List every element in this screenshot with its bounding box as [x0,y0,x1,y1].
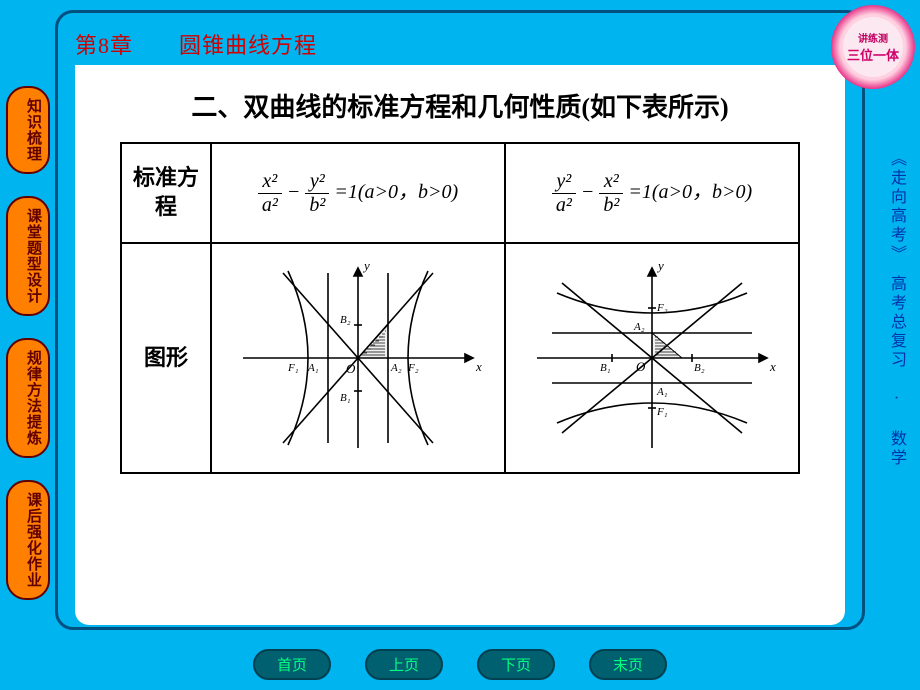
chapter-label: 第8章 圆锥曲线方程 [75,28,317,60]
equation-y-major: y²a² − x²b² =1(a>0，b>0) [505,143,799,243]
svg-text:A₁: A₁ [307,362,319,374]
rowhead-figure: 图形 [121,243,211,473]
svg-text:O: O [636,359,646,374]
svg-text:A₁: A₁ [656,386,668,398]
sidebar-item-homework[interactable]: 课后强化作业 [6,480,50,600]
svg-text:B₂: B₂ [694,362,705,374]
svg-text:x: x [475,359,482,374]
sidebar-item-knowledge[interactable]: 知识梳理 [6,86,50,174]
svg-text:O: O [346,361,356,376]
content-area: 二、双曲线的标准方程和几何性质(如下表所示) 标准方 程 x²a² − y²b²… [75,65,845,625]
nav-prev[interactable]: 上页 [365,649,443,680]
svg-text:F₂: F₂ [407,362,419,374]
nav-bar: 首页 上页 下页 末页 [0,649,920,680]
svg-text:x: x [769,359,776,374]
right-vertical-text: 《走向高考》 高考总复习 · 数学 [886,150,908,468]
nav-next[interactable]: 下页 [477,649,555,680]
svg-text:A₂: A₂ [633,321,645,333]
equation-x-major: x²a² − y²b² =1(a>0，b>0) [211,143,505,243]
badge: 讲练测 三位一体 [828,2,918,92]
figure-x-major: x y O F₁ A₁ A₂ F₂ B₂ B₁ [211,243,505,473]
hyperbola-x-svg: x y O F₁ A₁ A₂ F₂ B₂ B₁ [228,253,488,463]
svg-text:y: y [362,258,370,273]
hyperbola-y-svg: x y O B₁ B₂ A₂ F₂ A₁ F₁ [522,253,782,463]
rowhead-equation: 标准方 程 [121,143,211,243]
sidebar: 知识梳理 课堂题型设计 规律方法提炼 课后强化作业 [6,86,50,600]
nav-last[interactable]: 末页 [589,649,667,680]
figure-row: 图形 [121,243,799,473]
page-title: 二、双曲线的标准方程和几何性质(如下表所示) [75,65,845,142]
badge-line1: 讲练测 [858,30,888,45]
figure-y-major: x y O B₁ B₂ A₂ F₂ A₁ F₁ [505,243,799,473]
svg-text:B₁: B₁ [340,392,351,404]
nav-first[interactable]: 首页 [253,649,331,680]
sidebar-item-methods[interactable]: 规律方法提炼 [6,338,50,458]
svg-text:B₂: B₂ [340,314,351,326]
svg-text:F₁: F₁ [287,362,299,374]
badge-line2: 三位一体 [847,45,899,64]
svg-text:F₂: F₂ [656,302,668,314]
equation-row: 标准方 程 x²a² − y²b² =1(a>0，b>0) y²a² − x²b… [121,143,799,243]
svg-text:B₁: B₁ [600,362,611,374]
sidebar-item-classroom[interactable]: 课堂题型设计 [6,196,50,316]
hyperbola-table: 标准方 程 x²a² − y²b² =1(a>0，b>0) y²a² − x²b… [120,142,800,474]
svg-text:y: y [656,258,664,273]
svg-text:F₁: F₁ [656,406,668,418]
svg-text:A₂: A₂ [390,362,402,374]
